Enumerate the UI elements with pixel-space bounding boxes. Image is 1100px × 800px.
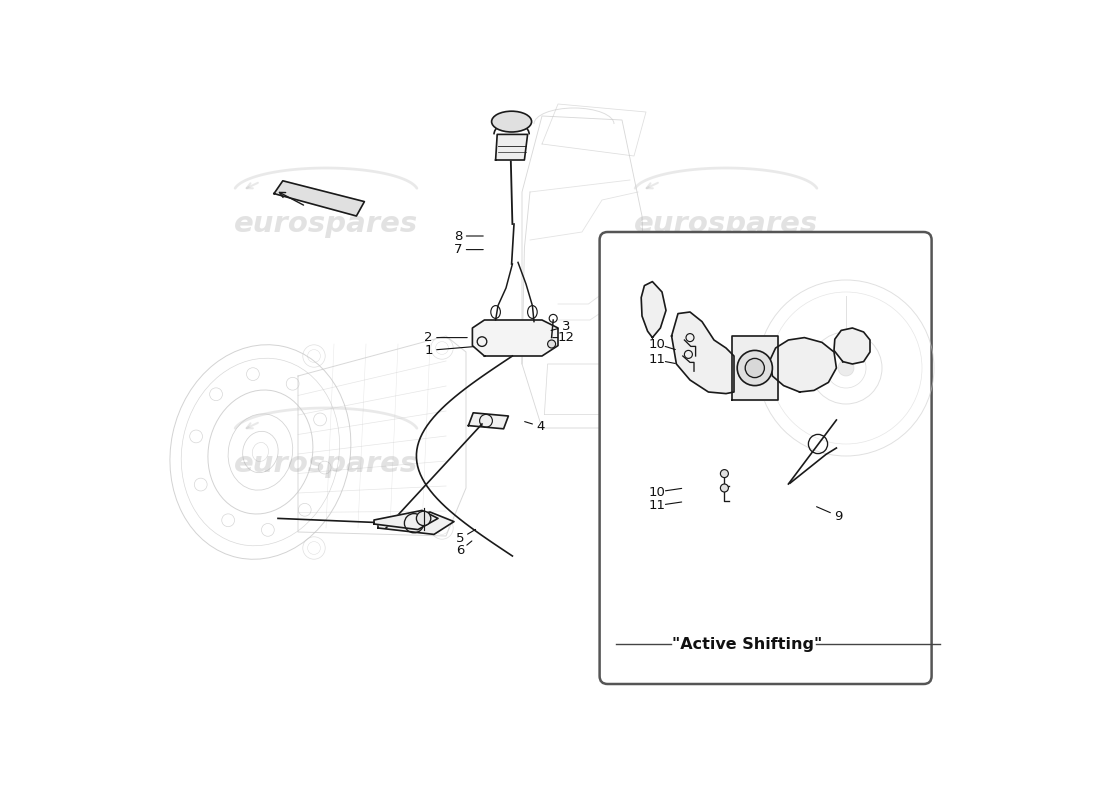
Circle shape [737, 350, 772, 386]
Circle shape [417, 511, 431, 526]
Text: "Active Shifting": "Active Shifting" [671, 637, 822, 651]
Text: eurospares: eurospares [234, 450, 418, 478]
Polygon shape [472, 320, 558, 356]
Text: 7: 7 [453, 243, 462, 256]
Polygon shape [834, 328, 870, 364]
Polygon shape [733, 336, 778, 400]
Text: 9: 9 [834, 510, 843, 522]
Text: 5: 5 [456, 532, 464, 545]
Text: 11: 11 [649, 354, 666, 366]
Text: 2: 2 [425, 331, 432, 344]
Text: 6: 6 [456, 544, 464, 557]
Text: 1: 1 [425, 344, 432, 357]
Polygon shape [672, 312, 734, 394]
Text: eurospares: eurospares [234, 210, 418, 238]
Polygon shape [378, 512, 454, 534]
Text: eurospares: eurospares [634, 210, 818, 238]
Text: 12: 12 [558, 331, 574, 344]
FancyBboxPatch shape [600, 232, 932, 684]
Polygon shape [770, 338, 836, 392]
Text: eurospares: eurospares [634, 450, 818, 478]
Polygon shape [496, 134, 528, 160]
Ellipse shape [492, 111, 531, 132]
Text: 3: 3 [562, 320, 570, 333]
Text: 10: 10 [649, 338, 666, 350]
Circle shape [548, 340, 556, 348]
Text: 10: 10 [649, 486, 666, 498]
Text: 11: 11 [649, 499, 666, 512]
Polygon shape [469, 413, 508, 429]
Circle shape [745, 358, 764, 378]
Polygon shape [374, 510, 438, 530]
Polygon shape [641, 282, 666, 338]
Circle shape [720, 470, 728, 478]
Text: 8: 8 [454, 230, 462, 242]
Text: 4: 4 [536, 420, 544, 433]
Circle shape [720, 484, 728, 492]
Polygon shape [274, 181, 364, 216]
Circle shape [838, 360, 854, 376]
